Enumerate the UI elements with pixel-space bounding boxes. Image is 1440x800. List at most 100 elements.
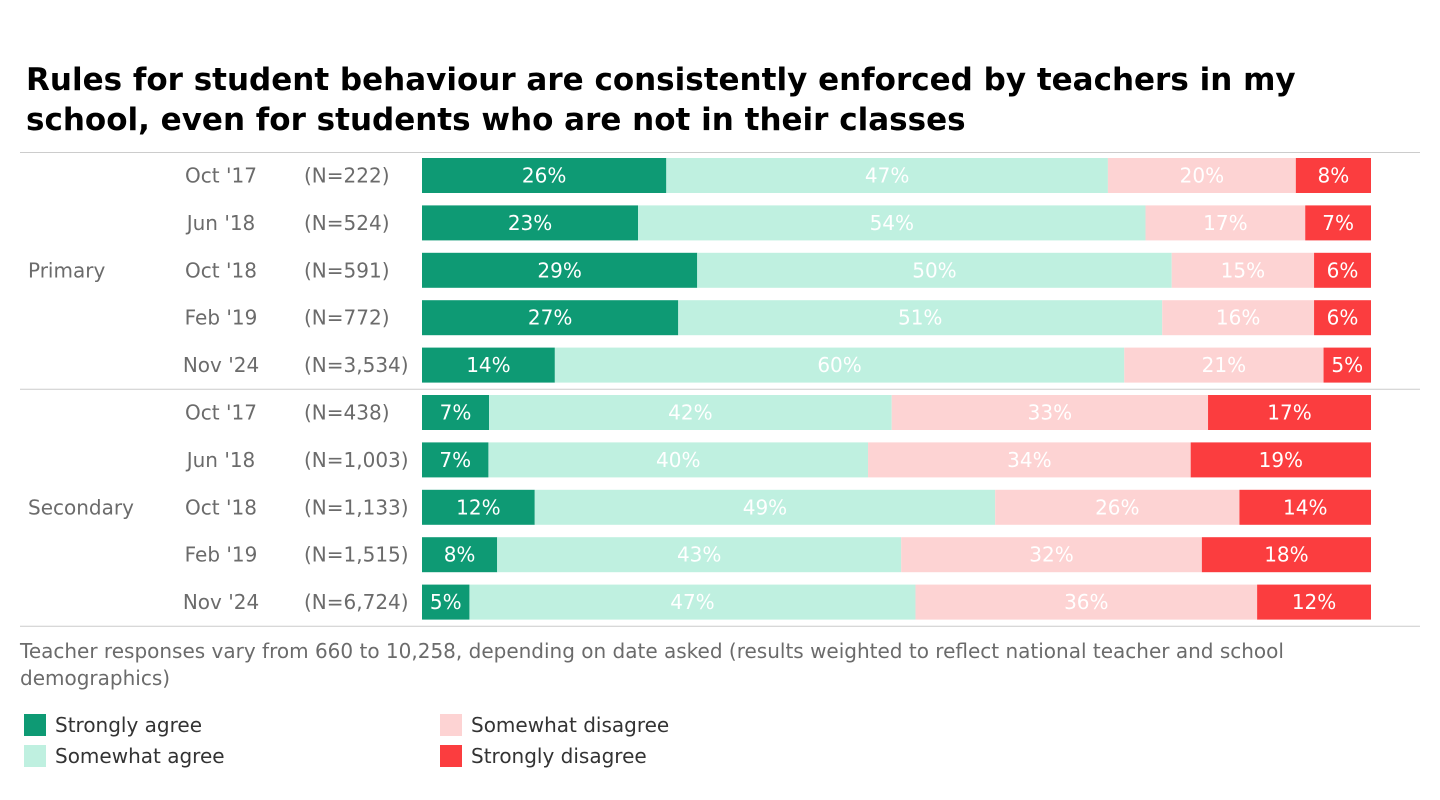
footnote: Teacher responses vary from 660 to 10,25… bbox=[20, 639, 1284, 690]
bar-secondary-4-strongly-disagree bbox=[1257, 584, 1371, 620]
bar-label-secondary-1-somewhat-agree: 40% bbox=[656, 448, 700, 472]
bar-label-secondary-1-strongly-agree: 7% bbox=[439, 448, 471, 472]
bar-label-primary-0-strongly-agree: 26% bbox=[522, 164, 566, 188]
bar-primary-3-strongly-disagree bbox=[1314, 300, 1371, 336]
legend-label-somewhat-agree: Somewhat agree bbox=[55, 744, 225, 768]
legend-item-strongly-disagree: Strongly disagree bbox=[440, 743, 647, 769]
bar-secondary-2-strongly-disagree bbox=[1239, 489, 1371, 525]
row-n-label: (N=1,515) bbox=[304, 543, 409, 567]
bar-label-primary-1-somewhat-disagree: 17% bbox=[1203, 211, 1247, 235]
bar-label-primary-1-somewhat-agree: 54% bbox=[870, 211, 914, 235]
bar-primary-3-somewhat-disagree bbox=[1162, 300, 1315, 336]
bar-label-secondary-2-somewhat-agree: 49% bbox=[743, 495, 787, 519]
bar-label-primary-2-strongly-disagree: 6% bbox=[1327, 258, 1359, 282]
bar-label-primary-3-strongly-agree: 27% bbox=[528, 306, 572, 330]
row-n-label: (N=6,724) bbox=[304, 590, 409, 614]
bar-label-primary-4-strongly-agree: 14% bbox=[466, 353, 510, 377]
bar-label-primary-2-strongly-agree: 29% bbox=[537, 258, 581, 282]
row-date-label: Feb '19 bbox=[185, 543, 258, 567]
bar-label-secondary-0-strongly-disagree: 17% bbox=[1267, 401, 1311, 425]
chart-title: Rules for student behaviour are consiste… bbox=[26, 62, 1296, 138]
bar-label-primary-2-somewhat-disagree: 15% bbox=[1221, 258, 1265, 282]
bar-secondary-2-strongly-agree bbox=[422, 489, 535, 525]
bar-primary-0-somewhat-disagree bbox=[1107, 158, 1296, 193]
row-date-label: Oct '18 bbox=[185, 258, 257, 282]
bar-primary-1-somewhat-disagree bbox=[1145, 205, 1306, 241]
bar-label-primary-0-strongly-disagree: 8% bbox=[1318, 164, 1350, 188]
bar-label-secondary-0-somewhat-disagree: 33% bbox=[1028, 401, 1072, 425]
bar-primary-1-strongly-agree bbox=[422, 205, 639, 241]
bar-primary-2-somewhat-agree bbox=[697, 252, 1172, 288]
row-n-label: (N=591) bbox=[304, 258, 390, 282]
bar-primary-2-strongly-disagree bbox=[1314, 252, 1371, 288]
bar-secondary-2-somewhat-agree bbox=[534, 489, 996, 525]
bar-label-secondary-3-somewhat-disagree: 32% bbox=[1029, 543, 1073, 567]
row-date-label: Jun '18 bbox=[185, 211, 256, 235]
legend-item-somewhat-agree: Somewhat agree bbox=[24, 743, 225, 769]
bar-secondary-1-somewhat-agree bbox=[488, 442, 869, 478]
row-n-label: (N=3,534) bbox=[304, 353, 409, 377]
bar-secondary-4-somewhat-disagree bbox=[915, 584, 1258, 620]
bar-label-secondary-4-somewhat-agree: 47% bbox=[670, 590, 714, 614]
group-label-primary: Primary bbox=[28, 258, 105, 282]
legend-swatch-somewhat-disagree bbox=[440, 714, 462, 736]
bar-secondary-4-somewhat-agree bbox=[469, 584, 916, 620]
bar-label-primary-3-strongly-disagree: 6% bbox=[1327, 306, 1359, 330]
bar-primary-1-somewhat-agree bbox=[638, 205, 1146, 241]
row-date-label: Nov '24 bbox=[183, 353, 259, 377]
bar-label-secondary-2-strongly-agree: 12% bbox=[456, 495, 500, 519]
bar-label-secondary-4-strongly-disagree: 12% bbox=[1292, 590, 1336, 614]
bar-label-secondary-3-strongly-disagree: 18% bbox=[1264, 543, 1308, 567]
legend-label-somewhat-disagree: Somewhat disagree bbox=[471, 713, 670, 737]
row-date-label: Oct '17 bbox=[185, 401, 257, 425]
bar-label-primary-3-somewhat-disagree: 16% bbox=[1216, 306, 1260, 330]
row-n-label: (N=524) bbox=[304, 211, 390, 235]
legend-swatch-somewhat-agree bbox=[24, 745, 46, 767]
bar-label-secondary-0-somewhat-agree: 42% bbox=[668, 401, 712, 425]
legend-item-strongly-agree: Strongly agree bbox=[24, 712, 202, 738]
bar-primary-0-somewhat-agree bbox=[666, 158, 1108, 193]
bar-primary-4-somewhat-disagree bbox=[1124, 347, 1324, 383]
bar-primary-2-somewhat-disagree bbox=[1171, 252, 1315, 288]
bar-primary-0-strongly-disagree bbox=[1295, 158, 1371, 193]
bar-secondary-0-strongly-disagree bbox=[1208, 395, 1371, 430]
legend-item-somewhat-disagree: Somewhat disagree bbox=[440, 712, 669, 738]
bar-label-secondary-1-somewhat-disagree: 34% bbox=[1007, 448, 1051, 472]
legend: Strongly agree Somewhat agree Somewhat d… bbox=[0, 710, 1440, 780]
bar-secondary-3-somewhat-agree bbox=[497, 537, 902, 573]
bar-secondary-3-strongly-disagree bbox=[1201, 537, 1371, 573]
stacked-bar-chart: 26% 47% 20% 8% Oct '17 (N=222) 23% 54% 17% 7% Jun … bbox=[20, 152, 1420, 627]
row-date-label: Oct '18 bbox=[185, 495, 257, 519]
bar-secondary-1-strongly-disagree bbox=[1190, 442, 1371, 478]
row-date-label: Nov '24 bbox=[183, 590, 259, 614]
bar-secondary-1-strongly-agree bbox=[422, 442, 489, 478]
legend-swatch-strongly-agree bbox=[24, 714, 46, 736]
bar-label-secondary-4-strongly-agree: 5% bbox=[430, 590, 462, 614]
row-n-label: (N=772) bbox=[304, 306, 390, 330]
bar-label-primary-1-strongly-disagree: 7% bbox=[1322, 211, 1354, 235]
bar-label-primary-0-somewhat-agree: 47% bbox=[865, 164, 909, 188]
row-n-label: (N=438) bbox=[304, 401, 390, 425]
bar-secondary-0-strongly-agree bbox=[422, 395, 490, 430]
bar-secondary-4-strongly-agree bbox=[422, 584, 470, 620]
bar-secondary-0-somewhat-disagree bbox=[891, 395, 1209, 430]
bar-label-secondary-3-strongly-agree: 8% bbox=[444, 543, 476, 567]
bar-label-primary-3-somewhat-agree: 51% bbox=[898, 306, 942, 330]
legend-label-strongly-agree: Strongly agree bbox=[55, 713, 203, 737]
bar-primary-0-strongly-agree bbox=[422, 158, 667, 193]
bar-primary-4-strongly-disagree bbox=[1323, 347, 1371, 383]
bar-primary-4-somewhat-agree bbox=[554, 347, 1125, 383]
bar-primary-3-somewhat-agree bbox=[678, 300, 1163, 336]
bar-label-primary-4-strongly-disagree: 5% bbox=[1331, 353, 1363, 377]
bar-label-secondary-2-strongly-disagree: 14% bbox=[1283, 495, 1327, 519]
bar-secondary-3-strongly-agree bbox=[422, 537, 498, 573]
legend-label-strongly-disagree: Strongly disagree bbox=[471, 744, 647, 768]
bar-secondary-3-somewhat-disagree bbox=[901, 537, 1202, 573]
bar-primary-1-strongly-disagree bbox=[1305, 205, 1371, 241]
bar-secondary-1-somewhat-disagree bbox=[868, 442, 1191, 478]
bar-secondary-0-somewhat-agree bbox=[489, 395, 892, 430]
bar-label-primary-1-strongly-agree: 23% bbox=[508, 211, 552, 235]
bar-label-primary-4-somewhat-disagree: 21% bbox=[1202, 353, 1246, 377]
bar-label-secondary-4-somewhat-disagree: 36% bbox=[1064, 590, 1108, 614]
row-date-label: Feb '19 bbox=[185, 306, 258, 330]
